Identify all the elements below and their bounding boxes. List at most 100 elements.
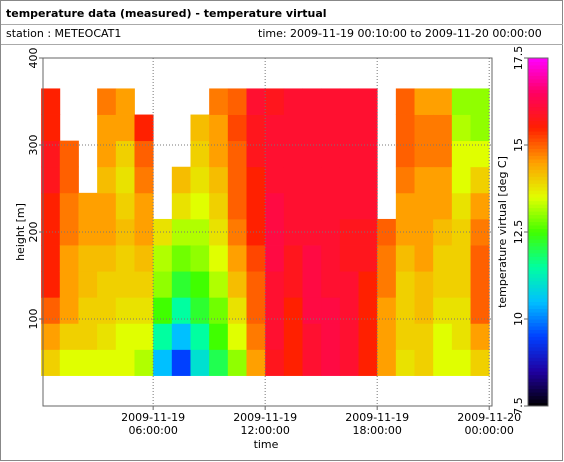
heat-cell	[153, 271, 173, 298]
heat-cell	[115, 88, 135, 115]
heat-cell	[227, 114, 247, 142]
heat-cell	[97, 297, 117, 324]
heat-cell	[339, 349, 359, 376]
heat-cell	[246, 192, 266, 220]
heat-cell	[395, 218, 415, 246]
heat-cell	[377, 271, 397, 298]
heat-cell	[227, 323, 247, 350]
colorbar-swatch	[528, 287, 548, 292]
heat-cell	[339, 271, 359, 298]
colorbar-swatch	[528, 378, 548, 383]
heat-cell	[59, 349, 79, 376]
colorbar-swatch	[528, 61, 548, 66]
heat-cell	[134, 323, 154, 350]
heat-cell	[97, 271, 117, 298]
heat-cell	[227, 88, 247, 115]
heat-cell	[115, 218, 135, 246]
colorbar-swatch	[528, 186, 548, 191]
heat-cell	[78, 245, 98, 272]
heat-cell	[377, 349, 397, 376]
heat-cell	[209, 218, 229, 246]
colorbar-tick-label: 7.5	[512, 397, 525, 415]
heat-cell	[470, 271, 490, 298]
colorbar-swatch	[528, 329, 548, 334]
heat-cell	[153, 297, 173, 324]
heat-cell	[246, 349, 266, 376]
heat-cell	[134, 271, 154, 298]
y-tick-label: 400	[27, 48, 40, 69]
colorbar-swatch	[528, 284, 548, 289]
heat-cell	[433, 192, 453, 220]
heat-cell	[59, 140, 79, 168]
colorbar-swatch	[528, 155, 548, 160]
colorbar-swatch	[528, 99, 548, 104]
heat-cell	[97, 323, 117, 350]
heat-cell	[227, 218, 247, 246]
colorbar-swatch	[528, 176, 548, 181]
colorbar-swatch	[528, 120, 548, 125]
colorbar-swatch	[528, 78, 548, 83]
heat-cell	[414, 166, 434, 194]
heat-cell	[190, 271, 210, 298]
heat-cell	[358, 297, 378, 324]
heat-cell	[451, 88, 471, 115]
colorbar-swatch	[528, 263, 548, 268]
colorbar-swatch	[528, 301, 548, 306]
heat-cell	[339, 166, 359, 194]
colorbar-swatch	[528, 162, 548, 167]
heat-cell	[433, 140, 453, 168]
colorbar-swatch	[528, 106, 548, 111]
heat-cell	[414, 114, 434, 142]
heat-cell	[134, 140, 154, 168]
heat-cell	[246, 245, 266, 272]
colorbar-swatch	[528, 371, 548, 376]
colorbar-swatch	[528, 259, 548, 264]
plot-border	[42, 57, 493, 407]
heat-cell	[190, 349, 210, 376]
heat-cell	[395, 349, 415, 376]
heat-cell	[358, 88, 378, 115]
heat-cell	[283, 166, 303, 194]
heat-cell	[78, 297, 98, 324]
time-range: time: 2009-11-19 00:10:00 to 2009-11-20 …	[258, 27, 542, 40]
colorbar-swatch	[528, 131, 548, 136]
heat-cell	[321, 218, 341, 246]
colorbar-swatch	[528, 124, 548, 129]
heat-cell	[358, 166, 378, 194]
heat-cell	[227, 349, 247, 376]
heat-cell	[41, 88, 61, 115]
heat-cell	[171, 323, 191, 350]
heat-cell	[246, 140, 266, 168]
heat-cell	[171, 245, 191, 272]
heat-cell	[358, 218, 378, 246]
colorbar-swatch	[528, 238, 548, 243]
heat-cell	[265, 349, 285, 376]
x-tick-label: 2009-11-19 06:00:00	[121, 411, 186, 437]
x-tick-label: 2009-11-19 12:00:00	[233, 411, 298, 437]
colorbar-swatch	[528, 204, 548, 209]
heat-cell	[97, 140, 117, 168]
heat-cell	[339, 114, 359, 142]
colorbar-swatch	[528, 214, 548, 219]
heat-cell	[190, 140, 210, 168]
heat-cell	[395, 297, 415, 324]
heat-cell	[451, 218, 471, 246]
heat-cell	[134, 166, 154, 194]
colorbar-swatch	[528, 82, 548, 87]
colorbar-swatch	[528, 399, 548, 404]
heat-cell	[283, 271, 303, 298]
heat-cell	[358, 192, 378, 220]
colorbar-swatch	[528, 364, 548, 369]
colorbar-swatch	[528, 235, 548, 240]
heat-cell	[227, 140, 247, 168]
heat-cell	[433, 349, 453, 376]
heat-cell	[171, 271, 191, 298]
colorbar-swatch	[528, 294, 548, 299]
heat-cell	[283, 192, 303, 220]
heat-cell	[97, 192, 117, 220]
heat-cell	[470, 297, 490, 324]
heat-cell	[339, 245, 359, 272]
heat-cell	[321, 114, 341, 142]
heat-cell	[209, 88, 229, 115]
heat-cell	[59, 166, 79, 194]
